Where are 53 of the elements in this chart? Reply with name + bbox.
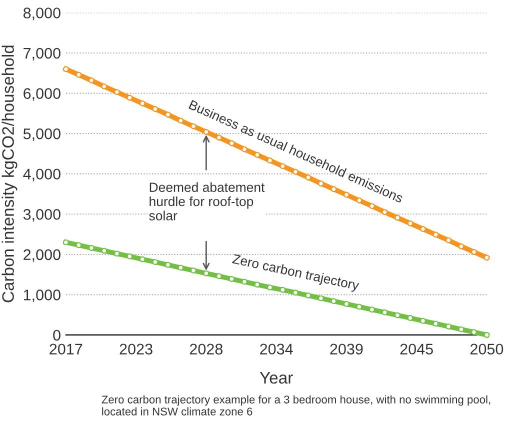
point <box>152 106 158 112</box>
point <box>266 158 273 164</box>
point <box>445 237 452 244</box>
x-tick-label: 2017 <box>50 344 82 355</box>
point <box>458 243 464 250</box>
point <box>62 66 69 72</box>
point <box>484 332 490 338</box>
y-tick-label: 0 <box>53 330 60 341</box>
y-axis-title: Carbon intensity kgCO2/household <box>2 46 18 302</box>
point <box>178 118 184 124</box>
point <box>164 112 171 118</box>
point <box>470 249 477 255</box>
x-tick-label: 2034 <box>260 344 293 355</box>
point <box>88 77 94 84</box>
text: Zero carbon trajectory <box>231 254 360 293</box>
point <box>101 83 108 90</box>
point <box>203 128 210 135</box>
point <box>394 214 400 221</box>
point <box>382 209 388 216</box>
y-tick-label: 7,000 <box>24 48 60 60</box>
point <box>62 239 69 246</box>
point <box>126 94 133 101</box>
point <box>368 203 375 210</box>
point <box>318 180 324 186</box>
annotation: Deemed abatement hurdle for roof-top solar <box>149 182 265 220</box>
point <box>241 146 248 152</box>
y-tick-label: 8,000 <box>23 8 60 20</box>
point <box>280 163 286 170</box>
point <box>420 226 426 232</box>
x-tick-label: 2039 <box>330 344 363 355</box>
line-series <box>62 239 490 338</box>
y-tick-label: 6,000 <box>24 88 60 101</box>
y-tick-label: 4,000 <box>23 168 60 182</box>
point <box>254 152 260 158</box>
point <box>228 140 235 146</box>
point <box>432 232 439 238</box>
y-tick-label: 5,000 <box>23 128 60 142</box>
x-tick-label: 2028 <box>190 344 223 355</box>
point <box>407 220 414 226</box>
point <box>484 254 490 261</box>
x-tick-label: 2050 <box>470 344 504 355</box>
point <box>76 72 82 78</box>
y-tick-label: 3,000 <box>23 208 60 222</box>
y-tick-label: 2,000 <box>24 249 60 262</box>
point <box>114 89 120 96</box>
y-tick-label: 1,000 <box>24 290 60 302</box>
point <box>139 100 146 106</box>
point <box>330 186 337 192</box>
x-tick-label: 2045 <box>400 344 433 355</box>
text: Zero carbon trajectory example for a 3 bedroom house, with no swimming pool, located in NSW climate zone 6 <box>102 395 490 416</box>
point <box>216 134 222 141</box>
x-tick-label: 2023 <box>120 344 152 355</box>
x-axis-title: Year <box>260 372 293 384</box>
